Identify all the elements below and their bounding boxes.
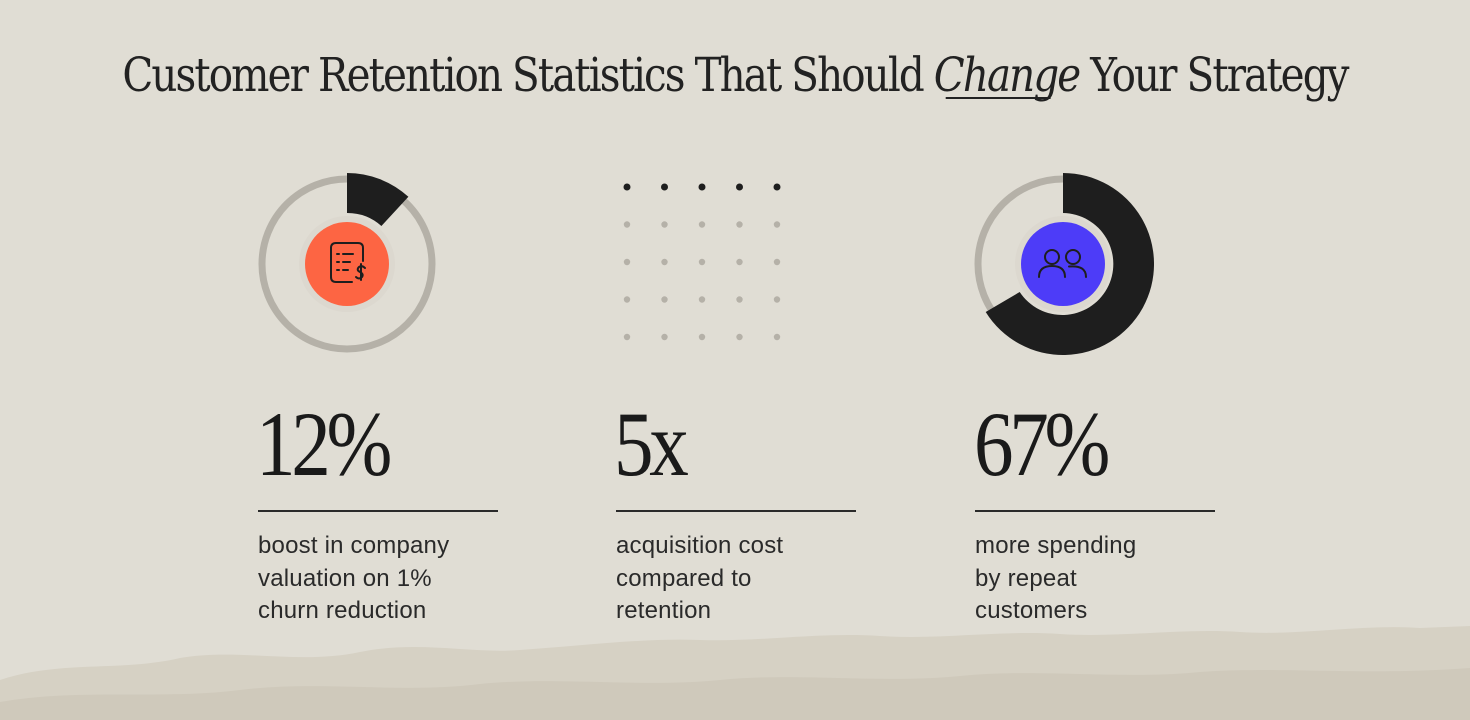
description-line: valuation on 1% [258,564,432,592]
description-line: more spending [975,532,1137,559]
dot-light [736,258,743,266]
description-line: boost in company [258,532,450,559]
dot-light [661,258,668,266]
dot-light [661,296,668,303]
divider-3 [975,510,1215,512]
stat-description-2: acquisition cost compared to retention [616,530,876,628]
title-suffix: Your Strategy [1079,48,1349,103]
receipt-dollar-icon [330,242,366,283]
dot-dark [661,183,668,191]
dot-dark [773,183,781,191]
divider-2 [616,510,856,512]
dot-light [661,221,668,228]
dot-dark [736,183,743,191]
description-line: acquisition cost [616,532,784,559]
description-line: customers [975,597,1088,624]
donut-fill-67 [985,173,1154,355]
description-line: by repeat [975,564,1077,592]
dot-light [773,296,781,303]
dot-light [623,221,631,228]
dot-light [736,221,743,228]
stat-description-3: more spending by repeat customers [975,530,1235,628]
dot-light [698,296,706,303]
dot-dark [698,183,706,191]
title-prefix: Customer Retention Statistics That Shoul… [122,48,934,103]
dot-light [773,333,781,341]
donut-chart-67 [974,173,1154,355]
dot-light [736,333,743,341]
dot-light [661,333,668,341]
page-title: Customer Retention Statistics That Shoul… [103,48,1367,103]
dot-light [698,333,706,341]
description-line: compared to [616,564,752,592]
divider-1 [258,510,498,512]
dot-light [623,333,631,341]
dot-light [773,258,781,266]
dot-light [698,258,706,266]
dot-light [773,221,781,228]
dot-grid-5x [623,183,781,341]
dot-light [623,258,631,266]
donut-fill-12 [347,173,409,226]
torn-paper-decoration [0,626,1470,720]
dot-dark [623,183,631,191]
description-line: retention [616,597,712,624]
dot-light [623,296,631,303]
icon-badge-blue [1021,222,1105,306]
emphasis-underline [945,97,1051,99]
icon-badge-orange [305,222,389,306]
donut-chart-12 [258,173,436,353]
dot-light [698,221,706,228]
stat-description-1: boost in company valuation on 1% churn r… [258,530,518,628]
stat-value-2: 5x [614,393,689,495]
description-line: churn reduction [258,597,427,624]
dot-light [736,296,743,303]
title-emphasis: Change [933,48,1081,103]
stat-value-3: 67% [974,393,1110,495]
users-icon [1038,249,1087,278]
stat-value-1: 12% [256,393,392,495]
